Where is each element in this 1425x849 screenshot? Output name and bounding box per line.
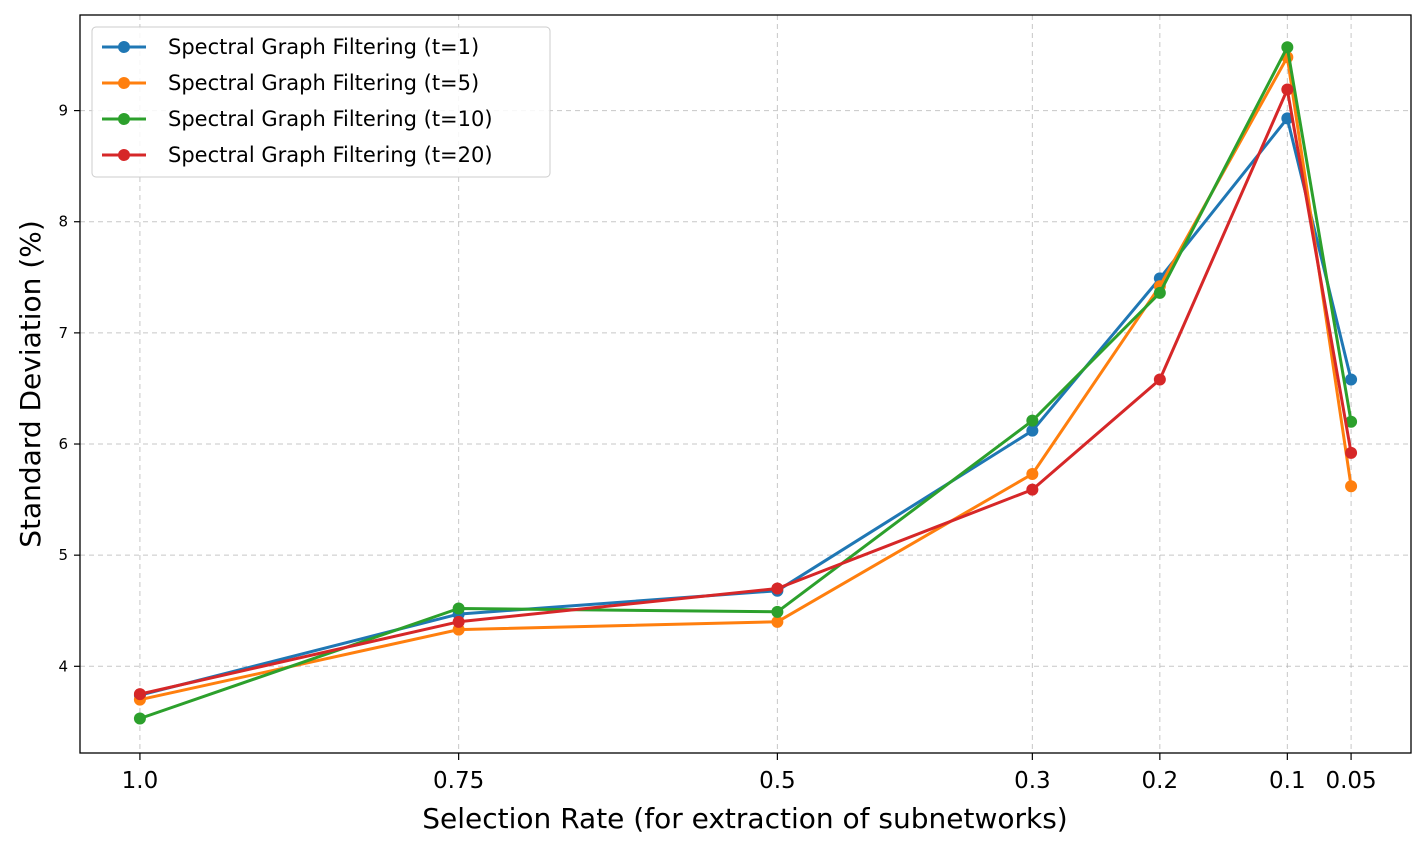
x-tick-label: 0.5 [759,768,796,794]
y-tick-label: 7 [58,324,68,342]
legend-item: Spectral Graph Filtering (t=5) [102,71,479,95]
data-point [1345,480,1358,493]
legend-label: Spectral Graph Filtering (t=5) [168,71,479,95]
data-point [1281,41,1294,54]
x-tick-label: 0.75 [433,768,484,794]
data-point [1026,414,1039,427]
legend-marker [118,41,130,53]
data-point [1345,415,1358,428]
legend-label: Spectral Graph Filtering (t=10) [168,107,493,131]
data-point [1281,83,1294,96]
x-tick-label: 0.05 [1325,768,1376,794]
data-point [771,605,784,618]
y-axis-label: Standard Deviation (%) [14,220,47,548]
legend-marker [118,113,130,125]
data-point [133,712,146,725]
legend-marker [118,77,130,89]
series-lines [133,41,1358,725]
axis-ticks: 1.0 0.75 0.5 0.3 0.2 0.1 0.05 4 5 6 7 8 9 [58,102,1376,794]
legend-frame [91,26,551,178]
y-tick-label: 4 [58,657,68,675]
data-point [1026,468,1039,481]
x-tick-label: 0.3 [1014,768,1051,794]
legend-item: Spectral Graph Filtering (t=20) [102,143,493,167]
data-point [771,615,784,628]
x-tick-label: 1.0 [122,768,159,794]
legend-item: Spectral Graph Filtering (t=1) [102,35,479,59]
data-point [452,615,465,628]
x-axis-label: Selection Rate (for extraction of subnet… [422,802,1067,835]
y-tick-label: 6 [58,435,68,453]
y-tick-label: 8 [58,213,68,231]
data-point [1345,373,1358,386]
series-line [138,88,1353,696]
series-line [138,116,1353,697]
data-point [1026,483,1039,496]
y-tick-label: 5 [58,546,68,564]
data-point [1153,373,1166,386]
data-point [771,582,784,595]
data-point [1153,286,1166,299]
legend-marker [118,149,130,161]
data-point [1026,424,1039,437]
legend-item: Spectral Graph Filtering (t=10) [102,107,493,131]
y-tick-label: 9 [58,102,68,120]
series-spectral-graph-filtering-t-20 [133,83,1358,701]
series-spectral-graph-filtering-t-10 [133,41,1358,725]
data-point [133,688,146,701]
legend: Spectral Graph Filtering (t=1) Spectral G… [91,26,551,178]
plot-area-frame [79,14,1412,754]
x-tick-label: 0.1 [1269,768,1306,794]
data-point [452,602,465,615]
x-tick-label: 0.2 [1142,768,1179,794]
data-point [1345,446,1358,459]
legend-label: Spectral Graph Filtering (t=20) [168,143,493,167]
legend-label: Spectral Graph Filtering (t=1) [168,35,479,59]
